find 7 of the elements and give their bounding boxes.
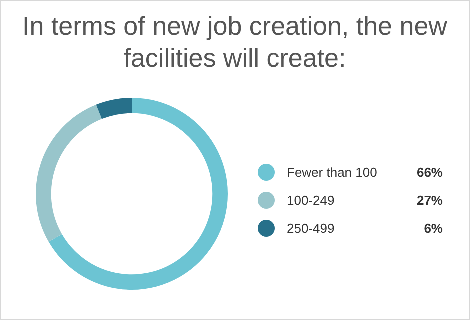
data-label: 27%: [416, 192, 443, 208]
legend-label: Fewer than 100: [287, 164, 378, 180]
data-label: 66%: [416, 164, 443, 180]
chart-title: In terms of new job creation, the new facilities will create:: [22, 10, 448, 74]
legend-label: 250-499: [287, 220, 336, 236]
legend-label: 100-249: [287, 192, 336, 208]
data-label: 6%: [424, 220, 443, 236]
